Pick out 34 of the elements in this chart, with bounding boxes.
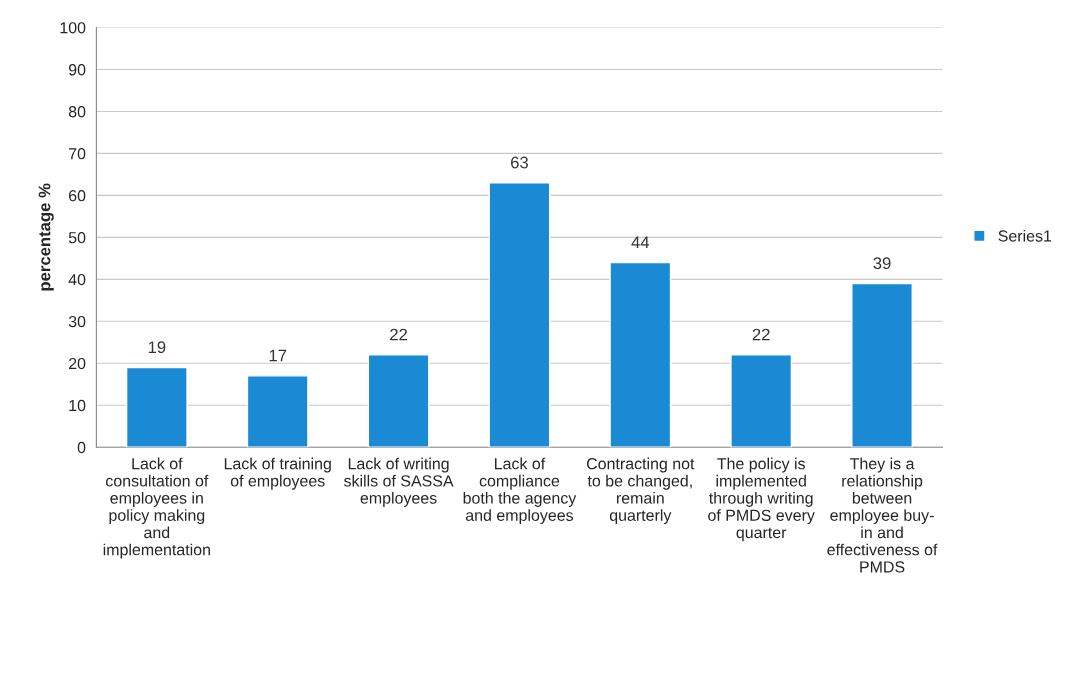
y-tick-label: 70 [69,148,86,160]
y-tick-label: 0 [77,441,86,454]
bar [488,182,551,448]
y-tick-label: 30 [68,315,86,328]
y-tick-label: 60 [69,190,86,202]
y-tick-label: 20 [69,357,86,370]
data-label: 44 [631,236,650,248]
x-tick-label: Lack of compliance both the agency and employees [463,457,577,525]
bar [125,366,188,448]
bar [246,375,309,448]
y-tick-label: 80 [68,106,86,118]
x-tick-label: Lack of writing skills of SASSA employees [343,457,454,507]
y-tick-label: 100 [60,22,86,34]
data-label: 63 [511,156,528,169]
legend-label: Series1 [998,229,1052,242]
data-label: 19 [148,341,166,354]
x-tick-label: Lack of consultation of employees in policy making and implementation [103,457,210,559]
bar [609,261,672,448]
y-tick-label: 40 [68,273,86,286]
x-tick-label: The policy is implemented through writing of PMDS every quarter [708,457,815,542]
y-tick-label: 10 [69,399,86,412]
x-tick-label: Lack of training of employees [224,457,331,490]
bar [367,354,430,448]
bar [730,354,793,448]
data-label: 22 [390,328,407,341]
y-axis-title: percentage % [38,183,54,291]
data-label: 22 [752,328,770,341]
x-tick-label: Contracting not to be changed, remain quarterly [586,457,695,525]
data-label: 39 [873,257,891,270]
y-tick-label: 90 [68,64,86,76]
y-tick-label: 50 [68,231,86,244]
data-label: 17 [269,349,287,362]
x-tick-label: They is a relationship between employee buy- in and effectiveness of PMDS [827,457,938,573]
bar [851,282,913,448]
